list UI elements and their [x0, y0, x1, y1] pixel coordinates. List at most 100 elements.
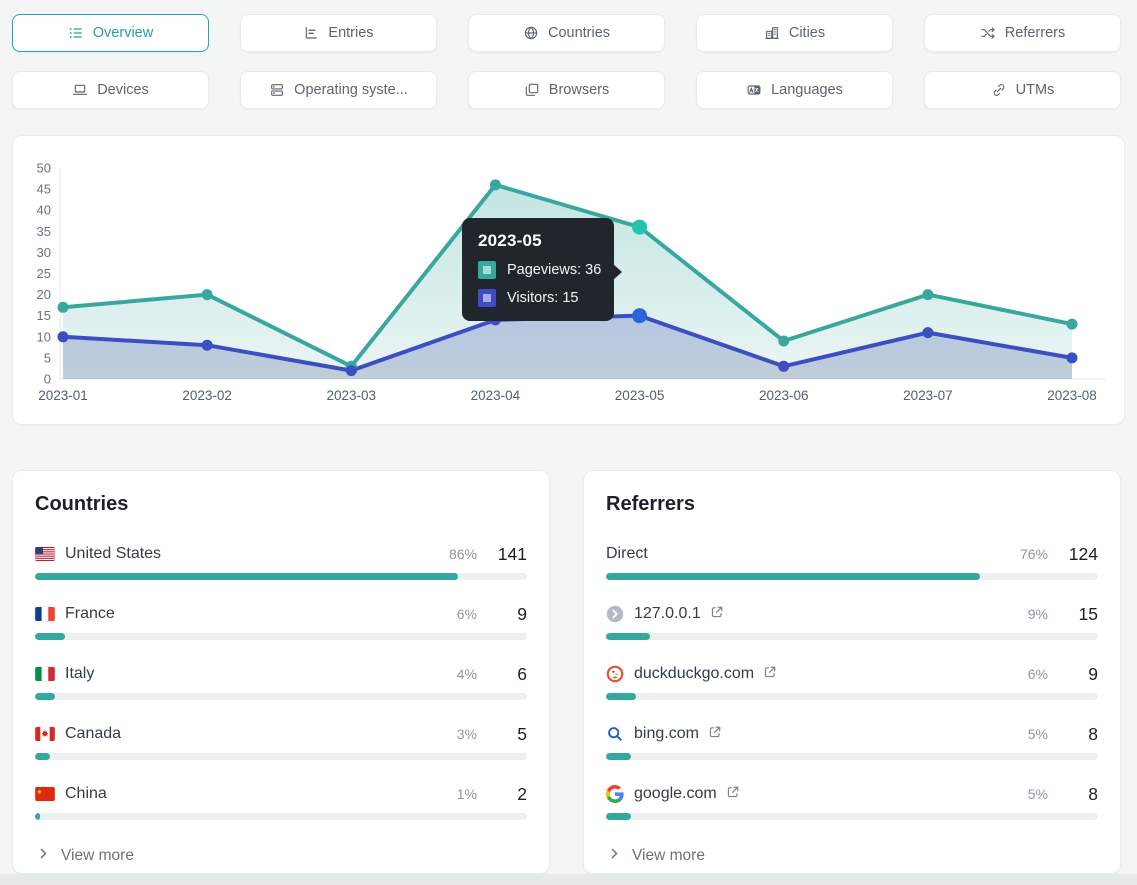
chart-point-visitors-2023-01[interactable]	[57, 331, 69, 343]
flag-cn-flag-icon	[35, 787, 55, 801]
chart-point-visitors-2023-02[interactable]	[201, 339, 213, 351]
x-axis-label: 2023-01	[38, 388, 88, 403]
tab-label: Languages	[771, 82, 843, 98]
link-icon	[991, 82, 1007, 98]
y-axis-label: 30	[37, 245, 51, 260]
y-axis-label: 0	[44, 372, 51, 387]
chart-point-pageviews-2023-06[interactable]	[778, 335, 790, 347]
chart-tooltip-title: 2023-05	[478, 231, 542, 250]
list-item: bing.com 5% 8	[606, 723, 1098, 760]
row-label: United States	[65, 545, 162, 562]
chart-point-pageviews-2023-08[interactable]	[1066, 318, 1078, 330]
next-section-edge	[0, 874, 1137, 885]
chart-point-pageviews-2023-01[interactable]	[57, 301, 69, 313]
tab-label: Countries	[547, 25, 611, 41]
progress-bar	[35, 693, 527, 700]
tab-cities[interactable]: Cities	[696, 14, 893, 52]
chart-point-pageviews-2023-05[interactable]	[632, 219, 648, 235]
laptop-icon	[72, 82, 88, 98]
tab-label: Entries	[328, 25, 374, 41]
row-percent: 1%	[456, 786, 477, 802]
row-label: 127.0.0.1	[634, 605, 701, 622]
translate-icon	[746, 82, 762, 98]
chevron-right-icon	[608, 847, 621, 865]
tab-utms[interactable]: UTMs	[924, 71, 1121, 109]
tab-operating-syste[interactable]: Operating syste...	[240, 71, 437, 109]
chart-point-visitors-2023-07[interactable]	[922, 327, 934, 339]
tab-referrers[interactable]: Referrers	[924, 14, 1121, 52]
tab-browsers[interactable]: Browsers	[468, 71, 665, 109]
external-link-icon[interactable]	[710, 605, 724, 619]
view-more-button[interactable]: View more	[606, 843, 1098, 871]
list-item: 127.0.0.1 9% 15	[606, 603, 1098, 640]
chart-point-pageviews-2023-07[interactable]	[922, 289, 934, 301]
chart-tooltip: 2023-05 Pageviews: 36 Visitors: 15	[462, 218, 622, 321]
chart-point-visitors-2023-08[interactable]	[1066, 352, 1078, 364]
chart-point-pageviews-2023-02[interactable]	[201, 289, 213, 301]
row-percent: 5%	[1027, 726, 1048, 742]
tab-devices[interactable]: Devices	[12, 71, 209, 109]
tooltip-series-value: Visitors: 15	[507, 290, 579, 306]
chart-point-visitors-2023-03[interactable]	[345, 365, 357, 377]
tooltip-series-value: Pageviews: 36	[507, 262, 602, 278]
x-axis-label: 2023-06	[759, 388, 809, 403]
globe-icon	[523, 25, 539, 41]
row-percent: 3%	[456, 726, 477, 742]
row-count: 5	[517, 723, 527, 744]
x-axis-label: 2023-07	[903, 388, 953, 403]
y-axis-label: 25	[37, 266, 51, 281]
external-link-icon[interactable]	[708, 725, 722, 739]
chart-point-visitors-2023-06[interactable]	[778, 360, 790, 372]
list-item: China 1% 2	[35, 783, 527, 820]
tooltip-series-item: Visitors: 15	[478, 289, 598, 307]
chevron-right-icon	[37, 847, 50, 865]
flag-ca-flag-icon	[35, 727, 55, 741]
y-axis-label: 5	[44, 350, 51, 365]
chevron-circle-icon	[606, 605, 624, 623]
flag-fr-flag-icon	[35, 607, 55, 621]
row-label: Canada	[65, 725, 122, 742]
row-label: Direct	[606, 545, 648, 562]
tab-languages[interactable]: Languages	[696, 71, 893, 109]
row-label: France	[65, 605, 115, 622]
list-icon	[68, 25, 84, 41]
list-item: Direct 76% 124	[606, 543, 1098, 580]
y-axis-label: 10	[37, 329, 51, 344]
series-marker	[478, 289, 496, 307]
row-count: 6	[517, 663, 527, 684]
chart-point-pageviews-2023-04[interactable]	[489, 179, 501, 191]
buildings-icon	[764, 25, 780, 41]
row-count: 9	[517, 603, 527, 624]
row-count: 9	[1088, 663, 1098, 684]
external-link-icon[interactable]	[763, 665, 777, 679]
windows-icon	[524, 82, 540, 98]
row-percent: 76%	[1019, 546, 1048, 562]
view-more-button[interactable]: View more	[35, 843, 527, 871]
list-item: France 6% 9	[35, 603, 527, 640]
chart-point-visitors-2023-05[interactable]	[632, 308, 648, 324]
progress-bar	[35, 573, 527, 580]
row-count: 141	[497, 543, 527, 564]
progress-bar	[606, 573, 1098, 580]
traffic-chart-card: 0 5 10 15 20 25 30 35 40 45 50 2023-01 2023-02 2023-0…	[12, 135, 1125, 425]
panel-title: Countries	[35, 493, 129, 515]
row-percent: 86%	[448, 546, 477, 562]
row-percent: 6%	[456, 606, 477, 622]
flag-it-flag-icon	[35, 667, 55, 681]
row-percent: 6%	[1027, 666, 1048, 682]
external-link-icon[interactable]	[726, 785, 740, 799]
countries-panel: Countries United States 86% 141 France 6% 9 It…	[12, 470, 550, 874]
tab-countries[interactable]: Countries	[468, 14, 665, 52]
y-axis-label: 20	[37, 287, 51, 302]
tab-overview[interactable]: Overview	[12, 14, 209, 52]
row-percent: 4%	[456, 666, 477, 682]
visitors-area	[63, 315, 1072, 379]
progress-bar	[606, 813, 1098, 820]
tab-entries[interactable]: Entries	[240, 14, 437, 52]
tab-bar-row-1: Overview Entries Countries Cities Referrers	[12, 0, 1121, 52]
tab-bar-row-2: Devices Operating syste... Browsers Languag…	[12, 71, 1121, 109]
x-axis-label: 2023-02	[182, 388, 232, 403]
tab-label: Operating syste...	[294, 82, 408, 98]
progress-bar	[606, 693, 1098, 700]
tab-label: Referrers	[1004, 25, 1066, 41]
